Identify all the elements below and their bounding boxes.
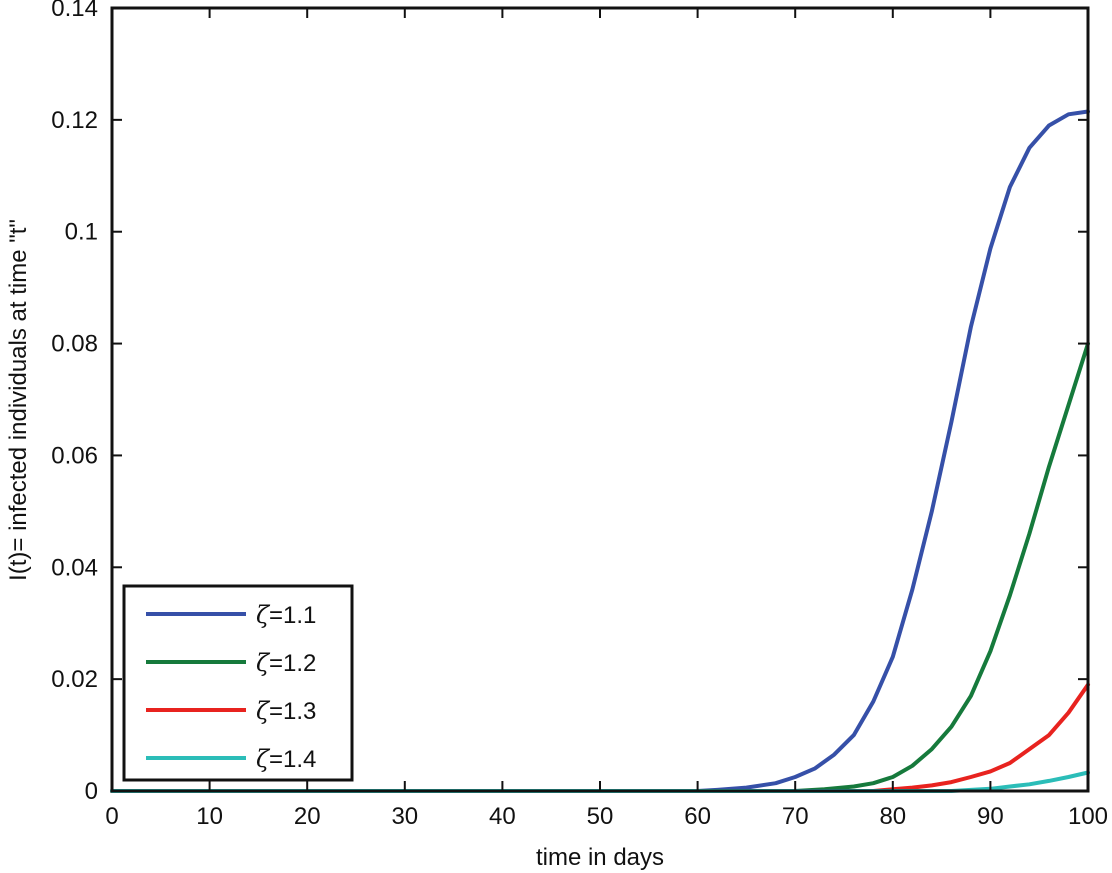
legend-label-value: =1.4: [269, 746, 316, 773]
y-tick-label: 0.12: [51, 107, 98, 134]
x-tick-label: 100: [1068, 803, 1108, 830]
legend-label-symbol: ζ: [256, 601, 271, 629]
series-line-2: [110, 341, 1090, 793]
x-tick-label: 50: [587, 803, 614, 830]
legend-label-value: =1.1: [269, 602, 316, 629]
x-tick-label: 70: [782, 803, 809, 830]
legend-label-value: =1.3: [269, 698, 316, 725]
legend-label-symbol: ζ: [256, 697, 271, 725]
legend-label-symbol: ζ: [256, 745, 271, 773]
x-tick-label: 90: [977, 803, 1004, 830]
legend-label: ζ=1.3: [256, 697, 316, 725]
y-tick-label: 0.06: [51, 442, 98, 469]
x-tick-label: 20: [294, 803, 321, 830]
legend-label: ζ=1.1: [256, 601, 316, 629]
legend-box: [122, 584, 354, 782]
series-line-1: [110, 109, 1090, 793]
legend-label: ζ=1.2: [256, 649, 316, 677]
y-tick-label: 0.1: [65, 219, 98, 246]
x-tick-label: 60: [684, 803, 711, 830]
x-tick-label: 0: [105, 803, 118, 830]
legend: ζ=1.1ζ=1.2ζ=1.3ζ=1.4: [122, 584, 354, 782]
tick-layer: [111, 7, 1089, 792]
legend-label-value: =1.2: [269, 650, 316, 677]
y-tick-label: 0.14: [51, 0, 98, 22]
x-tick-label: 80: [879, 803, 906, 830]
y-tick-label: 0.04: [51, 554, 98, 581]
legend-label: ζ=1.4: [256, 745, 316, 773]
y-axis-label: I(t)= infected individuals at time "t": [5, 219, 32, 581]
y-tick-labels: 0 0.02 0.04 0.06 0.08 0.1 0.12 0.14: [51, 0, 98, 805]
y-tick-label: 0.08: [51, 331, 98, 358]
legend-label-symbol: ζ: [256, 649, 271, 677]
x-tick-label: 40: [489, 803, 516, 830]
legend-items: ζ=1.1ζ=1.2ζ=1.3ζ=1.4: [146, 601, 316, 773]
y-tick-label: 0: [85, 778, 98, 805]
x-tick-labels: 0 10 20 30 40 50 60 70 80 90 100: [105, 803, 1108, 830]
x-tick-label: 30: [391, 803, 418, 830]
y-tick-label: 0.02: [51, 666, 98, 693]
x-tick-label: 10: [196, 803, 223, 830]
x-axis-label: time in days: [536, 844, 664, 871]
